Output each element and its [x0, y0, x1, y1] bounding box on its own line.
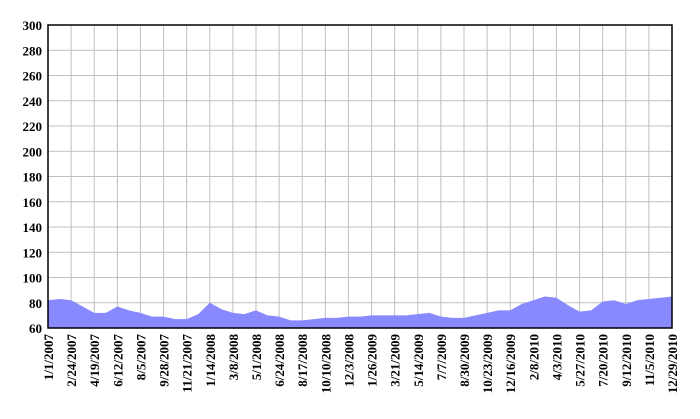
x-tick-label: 6/12/2007 — [110, 334, 125, 387]
x-tick-label: 9/28/2007 — [157, 334, 172, 387]
x-tick-label: 12/29/2010 — [665, 334, 680, 393]
x-tick-label: 3/8/2008 — [226, 334, 241, 381]
x-tick-label: 4/19/2007 — [87, 334, 102, 387]
area — [48, 296, 672, 328]
y-tick-label: 140 — [23, 220, 43, 235]
x-tick-label: 10/10/2008 — [318, 334, 333, 394]
x-tick-label: 11/21/2007 — [180, 334, 195, 393]
y-tick-label: 260 — [23, 69, 43, 84]
y-tick-label: 120 — [23, 245, 43, 260]
x-tick-label: 1/26/2009 — [365, 334, 380, 387]
y-tick-label: 220 — [23, 119, 43, 134]
x-tick-label: 1/14/2008 — [203, 334, 218, 387]
x-tick-label: 1/1/2007 — [41, 334, 56, 381]
y-tick-label: 300 — [23, 18, 43, 33]
x-tick-label: 5/27/2010 — [573, 334, 588, 387]
x-tick-label: 2/8/2010 — [526, 334, 541, 380]
x-tick-label: 5/14/2009 — [411, 334, 426, 387]
x-tick-label: 7/7/2009 — [434, 334, 449, 381]
x-tick-label: 12/16/2009 — [503, 334, 518, 394]
x-tick-label: 2/24/2007 — [64, 334, 79, 387]
y-tick-label: 240 — [23, 94, 43, 109]
x-tick-label: 5/1/2008 — [249, 334, 264, 381]
x-tick-label: 3/21/2009 — [388, 334, 403, 387]
x-tick-label: 6/24/2008 — [272, 334, 287, 387]
y-tick-label: 80 — [29, 296, 42, 311]
y-tick-label: 160 — [23, 195, 43, 210]
y-tick-label: 180 — [23, 170, 43, 185]
plot-border — [47, 24, 673, 329]
y-tick-label: 100 — [23, 271, 43, 286]
x-tick-label: 8/30/2009 — [457, 334, 472, 387]
x-tick-label: 9/12/2010 — [619, 334, 634, 387]
x-tick-label: 8/17/2008 — [295, 334, 310, 387]
x-tick-label: 12/3/2008 — [341, 334, 356, 387]
x-tick-label: 11/5/2010 — [642, 334, 657, 386]
x-tick-label: 10/23/2009 — [480, 334, 495, 394]
y-tick-label: 60 — [29, 321, 42, 336]
y-tick-label: 280 — [23, 43, 43, 58]
x-tick-label: 4/3/2010 — [549, 334, 564, 380]
x-tick-label: 7/20/2010 — [596, 334, 611, 387]
y-tick-label: 200 — [23, 144, 43, 159]
x-tick-label: 8/5/2007 — [133, 334, 148, 381]
